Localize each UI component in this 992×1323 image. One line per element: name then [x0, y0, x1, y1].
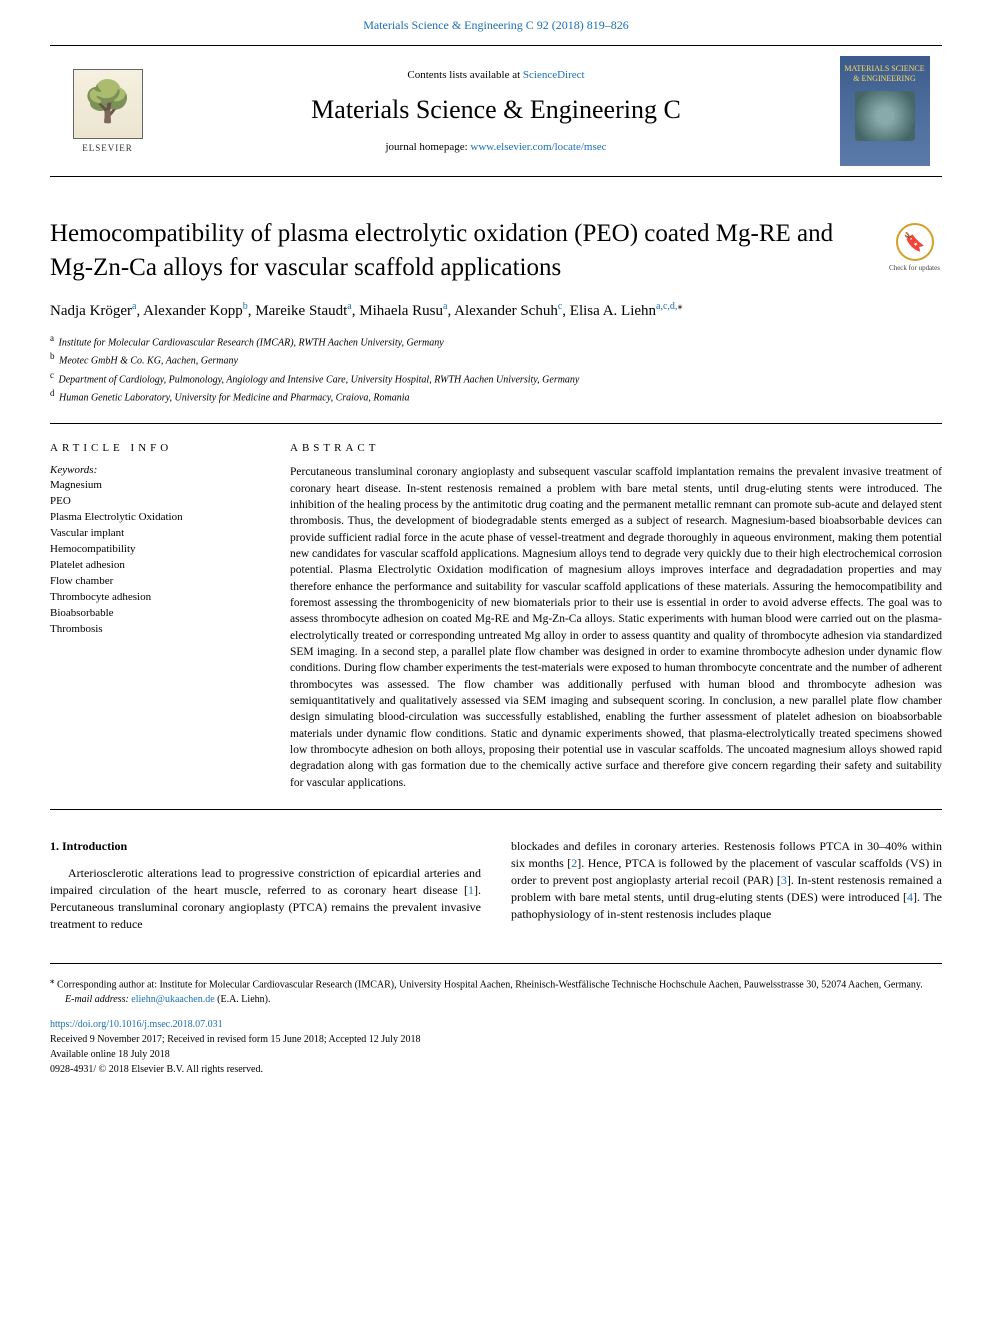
ref-link[interactable]: 2	[571, 856, 577, 870]
affiliation-item: a Institute for Molecular Cardiovascular…	[50, 332, 942, 350]
doi-link[interactable]: https://doi.org/10.1016/j.msec.2018.07.0…	[50, 1017, 942, 1032]
journal-homepage-line: journal homepage: www.elsevier.com/locat…	[385, 141, 606, 153]
article-info-heading: ARTICLE INFO	[50, 442, 260, 454]
keywords-list: MagnesiumPEOPlasma Electrolytic Oxidatio…	[50, 478, 260, 637]
journal-title: Materials Science & Engineering C	[311, 95, 681, 125]
header-center: Contents lists available at ScienceDirec…	[165, 46, 827, 176]
contents-lists-line: Contents lists available at ScienceDirec…	[407, 69, 584, 81]
corresponding-author: ⁎ Corresponding author at: Institute for…	[50, 974, 942, 992]
ref-link[interactable]: 1	[468, 883, 474, 897]
authors-line: Nadja Krögera, Alexander Koppb, Mareike …	[50, 299, 942, 323]
email-label: E-mail address:	[65, 994, 131, 1005]
received-line: Received 9 November 2017; Received in re…	[50, 1032, 942, 1047]
email-line: E-mail address: eliehn@ukaachen.de (E.A.…	[50, 992, 942, 1007]
body-two-column: 1. Introduction Arteriosclerotic alterat…	[50, 838, 942, 933]
keyword-item: Bioabsorbable	[50, 606, 260, 622]
journal-cover: MATERIALS SCIENCE & ENGINEERING	[840, 56, 930, 166]
contents-lists-prefix: Contents lists available at	[407, 69, 522, 81]
footer-meta: https://doi.org/10.1016/j.msec.2018.07.0…	[50, 1017, 942, 1077]
title-row: Hemocompatibility of plasma electrolytic…	[50, 217, 942, 285]
publisher-name: ELSEVIER	[82, 143, 133, 153]
publisher-logo-cell: ELSEVIER	[50, 46, 165, 176]
article-info-col: ARTICLE INFO Keywords: MagnesiumPEOPlasm…	[50, 442, 260, 791]
journal-citation-link[interactable]: Materials Science & Engineering C 92 (20…	[363, 18, 629, 32]
info-abstract-row: ARTICLE INFO Keywords: MagnesiumPEOPlasm…	[50, 442, 942, 791]
sciencedirect-link[interactable]: ScienceDirect	[523, 69, 585, 81]
abstract-col: ABSTRACT Percutaneous transluminal coron…	[290, 442, 942, 791]
elsevier-tree-icon	[73, 69, 143, 139]
keywords-label: Keywords:	[50, 464, 260, 476]
copyright-line: 0928-4931/ © 2018 Elsevier B.V. All righ…	[50, 1062, 942, 1077]
divider	[50, 423, 942, 424]
keyword-item: Plasma Electrolytic Oxidation	[50, 510, 260, 526]
homepage-link[interactable]: www.elsevier.com/locate/msec	[470, 141, 606, 153]
email-suffix: (E.A. Liehn).	[215, 994, 271, 1005]
intro-para-1: Arteriosclerotic alterations lead to pro…	[50, 865, 481, 933]
ref-link[interactable]: 3	[781, 873, 787, 887]
keyword-item: Hemocompatibility	[50, 542, 260, 558]
keyword-item: Vascular implant	[50, 526, 260, 542]
journal-cover-title: MATERIALS SCIENCE & ENGINEERING	[844, 64, 926, 83]
keyword-item: Thrombosis	[50, 622, 260, 638]
journal-header: ELSEVIER Contents lists available at Sci…	[50, 45, 942, 177]
keyword-item: PEO	[50, 494, 260, 510]
abstract-heading: ABSTRACT	[290, 442, 942, 454]
homepage-prefix: journal homepage:	[385, 141, 470, 153]
check-updates-icon: 🔖	[896, 223, 934, 261]
divider	[50, 809, 942, 810]
journal-cover-image	[855, 91, 915, 141]
abstract-text: Percutaneous transluminal coronary angio…	[290, 464, 942, 791]
keyword-item: Platelet adhesion	[50, 558, 260, 574]
footer: ⁎ Corresponding author at: Institute for…	[50, 963, 942, 1077]
article-main: Hemocompatibility of plasma electrolytic…	[0, 177, 992, 933]
article-title: Hemocompatibility of plasma electrolytic…	[50, 217, 867, 285]
elsevier-logo: ELSEVIER	[63, 61, 153, 161]
affiliation-item: c Department of Cardiology, Pulmonology,…	[50, 369, 942, 387]
keyword-item: Flow chamber	[50, 574, 260, 590]
keyword-item: Thrombocyte adhesion	[50, 590, 260, 606]
check-updates-label: Check for updates	[889, 264, 940, 272]
introduction-heading: 1. Introduction	[50, 838, 481, 855]
available-line: Available online 18 July 2018	[50, 1047, 942, 1062]
affiliations: a Institute for Molecular Cardiovascular…	[50, 332, 942, 405]
corresponding-text: Corresponding author at: Institute for M…	[55, 979, 923, 990]
journal-citation-line: Materials Science & Engineering C 92 (20…	[0, 0, 992, 45]
affiliation-item: b Meotec GmbH & Co. KG, Aachen, Germany	[50, 350, 942, 368]
journal-cover-cell: MATERIALS SCIENCE & ENGINEERING	[827, 46, 942, 176]
email-link[interactable]: eliehn@ukaachen.de	[131, 994, 214, 1005]
affiliation-item: d Human Genetic Laboratory, University f…	[50, 387, 942, 405]
check-updates-badge[interactable]: 🔖 Check for updates	[887, 223, 942, 272]
intro-para-2: blockades and defiles in coronary arteri…	[511, 838, 942, 923]
keyword-item: Magnesium	[50, 478, 260, 494]
ref-link[interactable]: 4	[907, 890, 913, 904]
